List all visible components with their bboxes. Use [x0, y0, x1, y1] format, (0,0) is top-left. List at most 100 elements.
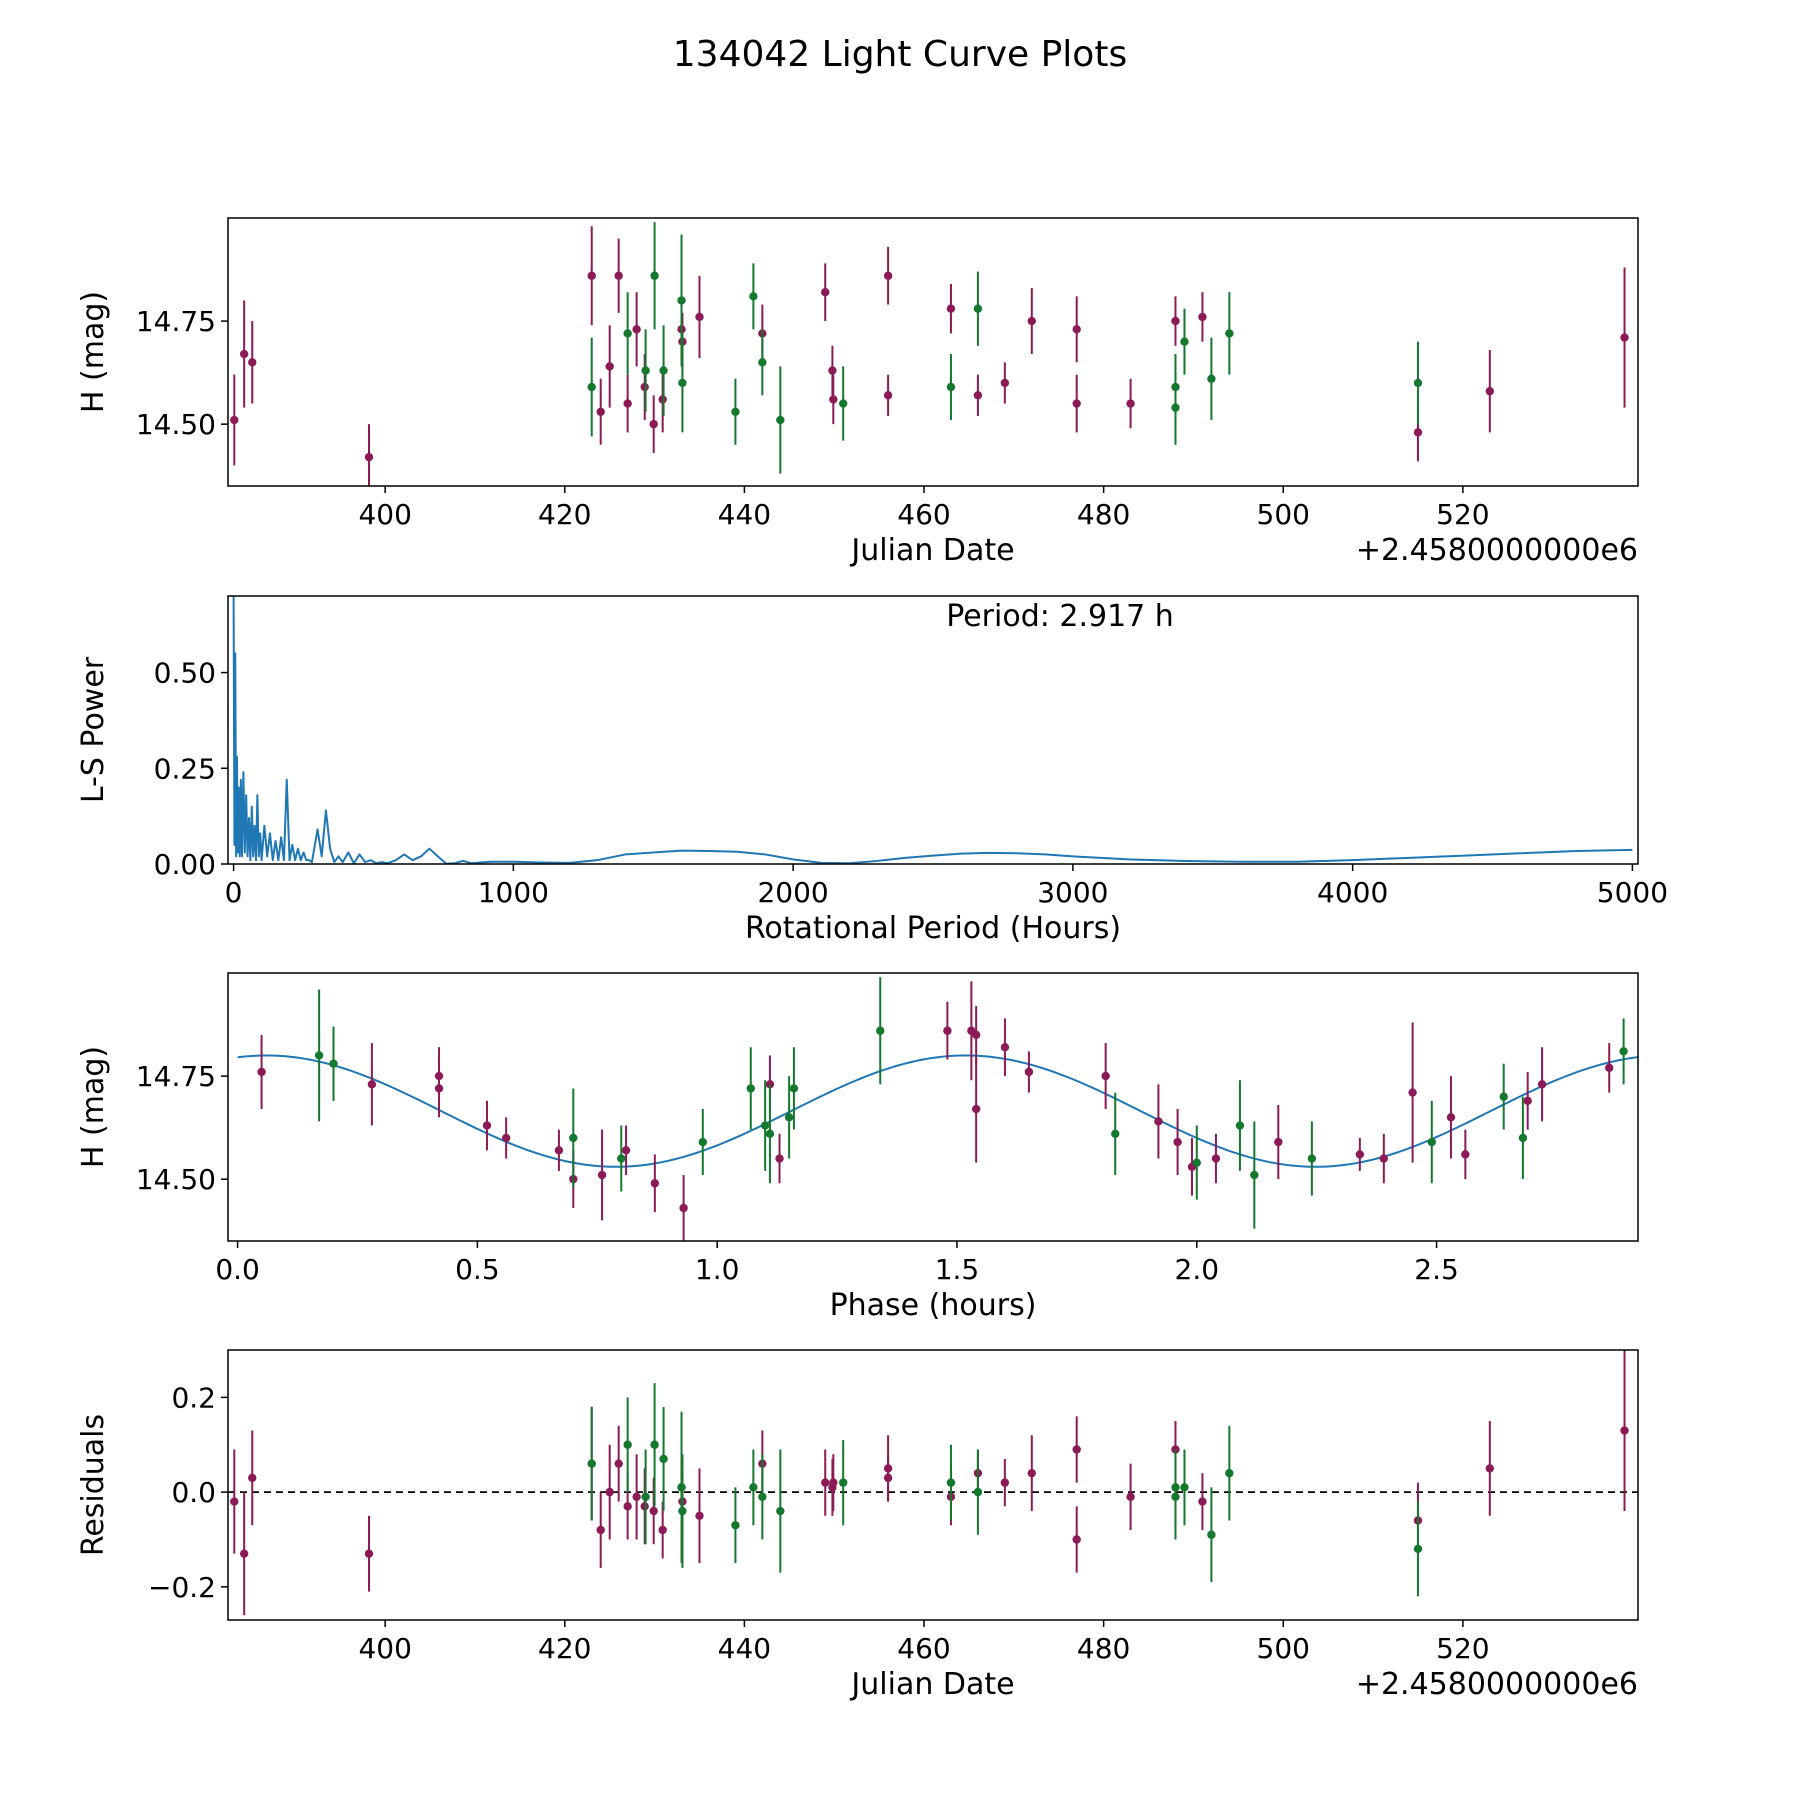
- y-tick-label: 0.2: [171, 1381, 216, 1414]
- light-curve-xlabel: Julian Date: [849, 533, 1014, 568]
- y-tick-label: 0.0: [171, 1476, 216, 1509]
- purple-data-point: [695, 275, 704, 359]
- marker: [1027, 316, 1036, 326]
- purple-data-point: [946, 283, 956, 334]
- x-tick-label: 2.0: [1175, 1253, 1220, 1286]
- marker: [649, 1506, 658, 1516]
- x-tick-label: 5000: [1597, 876, 1668, 909]
- marker: [239, 349, 249, 359]
- marker: [1485, 1464, 1495, 1473]
- marker: [1198, 312, 1207, 322]
- marker: [1000, 1478, 1010, 1487]
- purple-data-point: [1072, 1416, 1081, 1483]
- marker: [679, 1203, 688, 1213]
- purple-data-point: [883, 246, 893, 305]
- residuals-ylabel: Residuals: [76, 1414, 111, 1556]
- purple-data-point: [587, 226, 596, 326]
- marker: [943, 1026, 952, 1035]
- purple-data-point: [248, 321, 257, 404]
- green-data-point: [838, 1440, 848, 1526]
- purple-data-point: [597, 1129, 607, 1221]
- green-data-point: [650, 222, 659, 330]
- purple-data-point: [1072, 1506, 1081, 1573]
- marker: [605, 1487, 614, 1497]
- purple-data-point: [649, 395, 658, 454]
- marker: [1413, 378, 1423, 388]
- green-data-point: [731, 1487, 740, 1564]
- purple-data-point: [1461, 1129, 1470, 1180]
- marker: [569, 1133, 578, 1143]
- marker: [1619, 1047, 1628, 1056]
- marker: [973, 1487, 983, 1497]
- marker: [1461, 1150, 1470, 1159]
- purple-data-point: [1000, 1458, 1010, 1507]
- marker: [678, 1506, 687, 1516]
- marker: [946, 304, 956, 313]
- marker: [1207, 374, 1216, 383]
- x-tick-label: 0.5: [455, 1253, 500, 1286]
- green-data-point: [1207, 1487, 1216, 1583]
- purple-data-point: [1605, 1043, 1614, 1093]
- marker: [617, 1154, 626, 1163]
- marker: [230, 415, 239, 425]
- marker: [1171, 316, 1180, 326]
- green-data-point: [749, 1449, 758, 1526]
- marker: [248, 1473, 257, 1483]
- marker: [621, 1146, 631, 1155]
- phased-curve-panel: 0.0 0.5 1.0 1.5 2.0 2.5 14.50 14.75 Phase (hour…: [76, 972, 1639, 1323]
- marker: [776, 415, 785, 425]
- y-tick-label: 14.75: [136, 1060, 216, 1093]
- y-tick-label: 0.50: [154, 657, 216, 690]
- purple-data-point: [367, 1043, 377, 1126]
- purple-data-point: [596, 378, 605, 445]
- residuals-marks: [228, 1350, 1638, 1616]
- green-data-point: [1518, 1096, 1528, 1180]
- marker: [1379, 1154, 1389, 1163]
- marker: [239, 1549, 249, 1558]
- purple-data-point: [971, 1005, 981, 1064]
- marker: [314, 1051, 324, 1060]
- marker: [677, 296, 686, 305]
- marker: [828, 366, 837, 375]
- marker: [1072, 1535, 1081, 1544]
- marker: [1111, 1129, 1120, 1139]
- green-data-point: [946, 1444, 956, 1521]
- periodogram-panel: 0 1000 2000 3000 4000 5000 0.00 0.25 0.50 Rotati…: [76, 595, 1668, 946]
- purple-data-point: [482, 1100, 492, 1151]
- marker: [364, 452, 374, 462]
- purple-data-point: [971, 1055, 981, 1163]
- x-tick-label: 0.0: [215, 1253, 260, 1286]
- x-tick-label: 520: [1436, 498, 1489, 531]
- purple-data-point: [883, 1454, 893, 1502]
- purple-data-point: [1198, 292, 1207, 342]
- purple-data-point: [1126, 378, 1135, 429]
- x-tick-label: 480: [1077, 1632, 1130, 1665]
- y-tick-label: 14.75: [136, 305, 216, 338]
- purple-data-point: [364, 424, 374, 486]
- marker: [1192, 1158, 1201, 1167]
- marker: [760, 1121, 770, 1130]
- purple-data-point: [821, 263, 830, 322]
- purple-data-point: [883, 374, 893, 416]
- phased-curve-ylabel: H (mag): [76, 1046, 111, 1168]
- marker: [1027, 1468, 1036, 1478]
- purple-data-point: [1000, 1018, 1010, 1077]
- x-tick-label: 460: [897, 1632, 950, 1665]
- marker: [587, 271, 596, 280]
- marker: [596, 1525, 605, 1535]
- residuals-frame: [227, 1349, 1639, 1621]
- model-fit-line: [237, 1054, 1638, 1168]
- x-tick-label: 2000: [757, 876, 828, 909]
- purple-data-point: [1379, 1133, 1389, 1184]
- marker: [554, 1146, 564, 1155]
- marker: [1072, 325, 1081, 334]
- green-data-point: [789, 1047, 799, 1130]
- green-data-point: [1499, 1063, 1508, 1130]
- residuals-axes: 400 420 440 460 480 500 520 −0.2 0.0 0.2: [148, 1381, 1490, 1665]
- marker: [641, 1492, 650, 1502]
- marker: [641, 366, 650, 375]
- purple-data-point: [1537, 1047, 1547, 1122]
- x-tick-label: 420: [538, 1632, 591, 1665]
- y-tick-label: −0.2: [148, 1571, 216, 1604]
- purple-data-point: [1000, 362, 1010, 404]
